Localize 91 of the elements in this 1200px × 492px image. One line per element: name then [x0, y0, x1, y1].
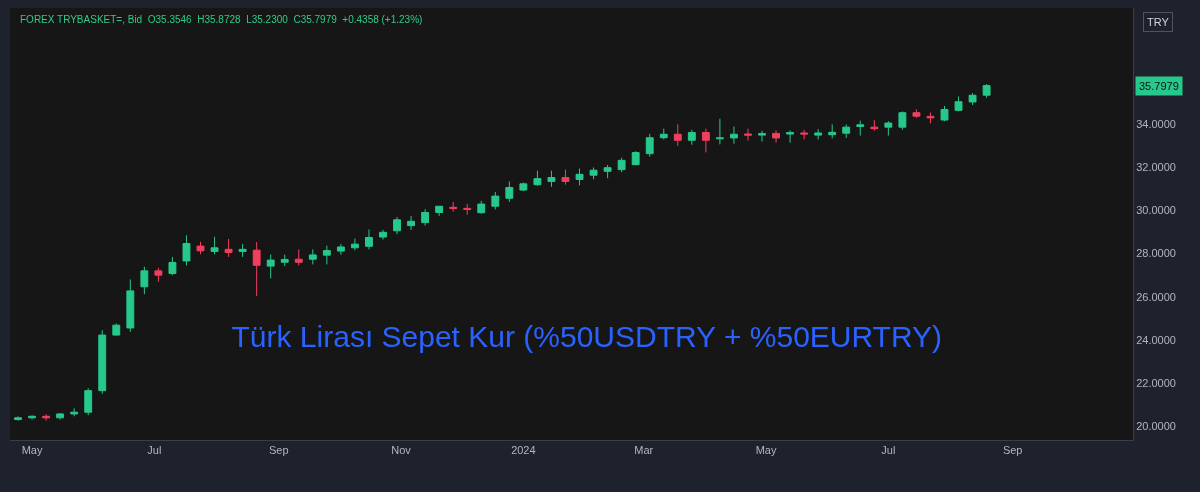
y-tick-label: 20.0000: [1136, 419, 1176, 432]
candlestick: [154, 267, 163, 283]
candlestick: [659, 128, 668, 140]
candlestick: [491, 191, 500, 210]
candlestick: [42, 413, 51, 422]
x-tick-label: Nov: [391, 444, 412, 457]
x-tick-label: Sep: [1002, 444, 1023, 457]
y-tick-label: 30.0000: [1136, 204, 1176, 217]
candlestick: [168, 256, 177, 276]
candlestick: [70, 407, 79, 417]
candlestick: [14, 415, 22, 422]
candlestick: [687, 129, 696, 146]
candlestick: [238, 243, 247, 258]
text: FOREX TRYBASKET=, Bid O35.3546 H35.8728 L35.2300 C35.7979 +0.4358 (+1.23%): [20, 14, 423, 25]
candlestick: [294, 249, 303, 266]
candlestick: [280, 254, 289, 267]
candlestick: [407, 215, 416, 231]
candlestick: [435, 205, 444, 217]
candlestick: [842, 123, 851, 139]
candlestick: [631, 150, 640, 166]
candlestick: [744, 128, 752, 142]
x-tick-label: Sep: [268, 444, 289, 457]
candlestick: [940, 105, 949, 122]
y-tick-label: 34.0000: [1136, 118, 1176, 131]
candlestick: [729, 126, 738, 145]
candlestick: [140, 266, 149, 295]
candlestick: [252, 241, 261, 297]
text: Türk Lirası Sepet Kur (%50USDTRY + %50EURTRY): [231, 319, 943, 353]
candlestick: [421, 208, 430, 227]
candlestick: [926, 112, 935, 124]
y-tick-label: 28.0000: [1136, 247, 1176, 260]
candlestick: [715, 118, 724, 145]
candlestick: [645, 133, 654, 158]
candlestick: [449, 201, 458, 213]
candlestick: [182, 234, 191, 266]
text: 35.7979: [1139, 80, 1179, 92]
candlestick: [772, 129, 780, 144]
candlestick: [954, 95, 963, 112]
candlestick: [519, 182, 528, 192]
candlestick: [98, 329, 107, 395]
candlestick: [266, 253, 275, 279]
candlestick: [617, 157, 626, 173]
candlestick: [814, 128, 823, 140]
x-tick-label: May: [21, 444, 43, 457]
candlestick: [505, 180, 514, 203]
candlestick: [603, 164, 612, 179]
candlestick: [856, 120, 865, 137]
candlestick: [210, 236, 219, 255]
candlestick: [365, 228, 373, 250]
y-tick-label: 22.0000: [1136, 376, 1176, 389]
candlestick: [673, 123, 682, 147]
candlestick: [982, 83, 991, 99]
candlestick: [224, 238, 233, 258]
x-tick-label: May: [755, 444, 777, 457]
y-tick-label: 32.0000: [1136, 161, 1176, 174]
candlestick: [898, 110, 907, 131]
candlestick: [322, 245, 331, 265]
candlestick: [589, 166, 598, 180]
x-tick-label: Mar: [634, 444, 654, 457]
candlestick: [126, 278, 135, 333]
candlestick: [463, 203, 472, 216]
candlestick: [28, 414, 36, 421]
candlestick: [336, 243, 345, 256]
candlestick: [84, 387, 93, 416]
candlestick: [828, 123, 837, 139]
candlestick: [912, 108, 921, 119]
y-tick-label: 26.0000: [1136, 290, 1176, 303]
candlestick: [533, 170, 542, 187]
candlestick: [701, 128, 710, 153]
candlestick: [393, 216, 401, 235]
candlestick: [968, 92, 977, 106]
x-tick-label: 2024: [511, 444, 536, 457]
y-tick-label: 24.0000: [1136, 333, 1176, 346]
candlestick: [575, 168, 584, 186]
candlestick: [884, 120, 893, 137]
candlestick: [786, 129, 795, 144]
candlestick: [477, 200, 486, 215]
candlestick: [112, 322, 121, 336]
candlestick: [56, 412, 65, 421]
x-tick-label: Jul: [881, 444, 896, 457]
candlestick: [561, 169, 570, 186]
y-axis-title: TRY: [1147, 16, 1170, 28]
candlestick: [196, 241, 205, 255]
candlestick: [870, 119, 879, 132]
candlestick: [800, 129, 809, 140]
candlestick: [350, 238, 359, 251]
candlestick: [758, 130, 766, 143]
candlestick: [308, 248, 317, 265]
candlestick: [547, 170, 556, 188]
candlestick: [379, 229, 387, 241]
x-tick-label: Jul: [147, 444, 162, 457]
